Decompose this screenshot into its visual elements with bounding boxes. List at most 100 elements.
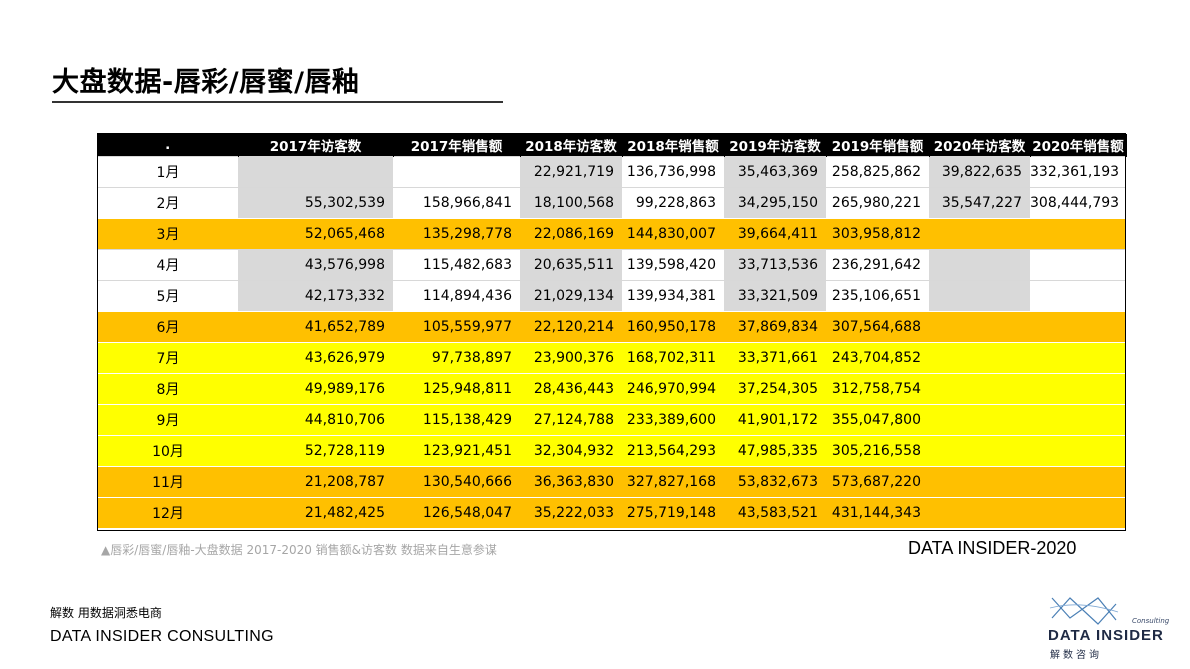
value-cell: 99,228,863 [622,187,724,219]
value-cell [1030,435,1126,467]
value-cell: 139,934,381 [622,280,724,312]
value-cell [1030,342,1126,374]
value-cell: 105,559,977 [393,311,520,343]
value-cell: 258,825,862 [826,156,929,188]
value-cell [1030,311,1126,343]
value-cell [929,466,1030,498]
value-cell: 52,065,468 [238,218,393,250]
value-cell: 431,144,343 [826,497,929,528]
brand-year-label: DATA INSIDER-2020 [908,538,1077,558]
column-header: 2017年访客数 [238,134,394,157]
table-row: 10月 52,728,119 123,921,451 32,304,932 213,56… [98,435,1126,467]
value-cell: 36,363,830 [520,466,622,498]
value-cell [1030,218,1126,250]
month-cell: 5月 [98,280,238,312]
table-row: 1月 22,921,719 136,736,998 35,463,369 258,825… [98,156,1126,188]
value-cell: 52,728,119 [238,435,393,467]
value-cell [929,218,1030,250]
month-cell: 9月 [98,404,238,436]
value-cell [929,311,1030,343]
column-header: 2019年访客数 [724,134,827,157]
value-cell: 125,948,811 [393,373,520,405]
value-cell: 355,047,800 [826,404,929,436]
value-cell: 332,361,193 [1030,156,1126,188]
value-cell: 21,482,425 [238,497,393,528]
value-cell: 41,652,789 [238,311,393,343]
value-cell: 49,989,176 [238,373,393,405]
month-cell: 6月 [98,311,238,343]
value-cell: 115,482,683 [393,249,520,281]
month-cell: 3月 [98,218,238,250]
value-cell: 43,626,979 [238,342,393,374]
value-cell: 136,736,998 [622,156,724,188]
value-cell: 20,635,511 [520,249,622,281]
footer-tagline: 解数 用数据洞悉电商 [50,606,162,620]
table-row: 8月 49,989,176 125,948,811 28,436,443 246,970… [98,373,1126,405]
value-cell: 34,295,150 [724,187,826,219]
value-cell [393,156,520,188]
value-cell: 305,216,558 [826,435,929,467]
value-cell: 47,985,335 [724,435,826,467]
value-cell: 139,598,420 [622,249,724,281]
value-cell: 303,958,812 [826,218,929,250]
value-cell: 327,827,168 [622,466,724,498]
value-cell: 35,547,227 [929,187,1030,219]
logo-subtitle: 解数咨询 [1050,650,1102,661]
value-cell: 213,564,293 [622,435,724,467]
value-cell: 21,208,787 [238,466,393,498]
value-cell: 114,894,436 [393,280,520,312]
column-header: 2017年销售额 [393,134,521,157]
data-table: . 2017年访客数 2017年销售额 2018年访客数 2018年销售额 2019年访客… [98,134,1127,528]
value-cell: 22,120,214 [520,311,622,343]
value-cell: 97,738,897 [393,342,520,374]
value-cell [929,497,1030,528]
value-cell: 233,389,600 [622,404,724,436]
value-cell: 33,713,536 [724,249,826,281]
wave-logo-icon [1049,597,1119,625]
column-header: 2019年销售额 [826,134,930,157]
value-cell [1030,249,1126,281]
value-cell: 235,106,651 [826,280,929,312]
value-cell: 39,664,411 [724,218,826,250]
month-cell: 11月 [98,466,238,498]
value-cell: 18,100,568 [520,187,622,219]
value-cell [1030,280,1126,312]
value-cell: 35,222,033 [520,497,622,528]
value-cell: 37,869,834 [724,311,826,343]
value-cell [929,342,1030,374]
logo-name: DATA INSIDER [1048,627,1164,644]
value-cell [929,249,1030,281]
value-cell: 123,921,451 [393,435,520,467]
value-cell: 39,822,635 [929,156,1030,188]
value-cell: 43,576,998 [238,249,393,281]
month-cell: 7月 [98,342,238,374]
table-header-row: . 2017年访客数 2017年销售额 2018年访客数 2018年销售额 2019年访客… [98,134,1127,157]
table-row: 11月 21,208,787 130,540,666 36,363,830 327,82… [98,466,1126,498]
column-header: 2020年销售额 [1030,134,1127,157]
value-cell [929,373,1030,405]
month-cell: 2月 [98,187,238,219]
value-cell: 27,124,788 [520,404,622,436]
value-cell: 144,830,007 [622,218,724,250]
value-cell: 22,086,169 [520,218,622,250]
table-row: 12月 21,482,425 126,548,047 35,222,033 275,71… [98,497,1126,528]
value-cell: 41,901,172 [724,404,826,436]
page-title: 大盘数据-唇彩/唇蜜/唇釉 [52,67,360,98]
value-cell: 135,298,778 [393,218,520,250]
value-cell: 573,687,220 [826,466,929,498]
value-cell: 33,371,661 [724,342,826,374]
title-underline [52,101,503,103]
value-cell: 158,966,841 [393,187,520,219]
table-caption: ▲唇彩/唇蜜/唇釉-大盘数据 2017-2020 销售额&访客数 数据来自生意参… [101,543,497,557]
table-row: 2月 55,302,539 158,966,841 18,100,568 99,228,… [98,187,1126,219]
value-cell: 160,950,178 [622,311,724,343]
value-cell: 32,304,932 [520,435,622,467]
table-row: 7月 43,626,979 97,738,897 23,900,376 168,702,… [98,342,1126,374]
value-cell: 23,900,376 [520,342,622,374]
value-cell [929,404,1030,436]
month-cell: 4月 [98,249,238,281]
column-header: 2018年访客数 [520,134,623,157]
table-row: 6月 41,652,789 105,559,977 22,120,214 160,950… [98,311,1126,343]
month-cell: 1月 [98,156,238,188]
value-cell: 130,540,666 [393,466,520,498]
